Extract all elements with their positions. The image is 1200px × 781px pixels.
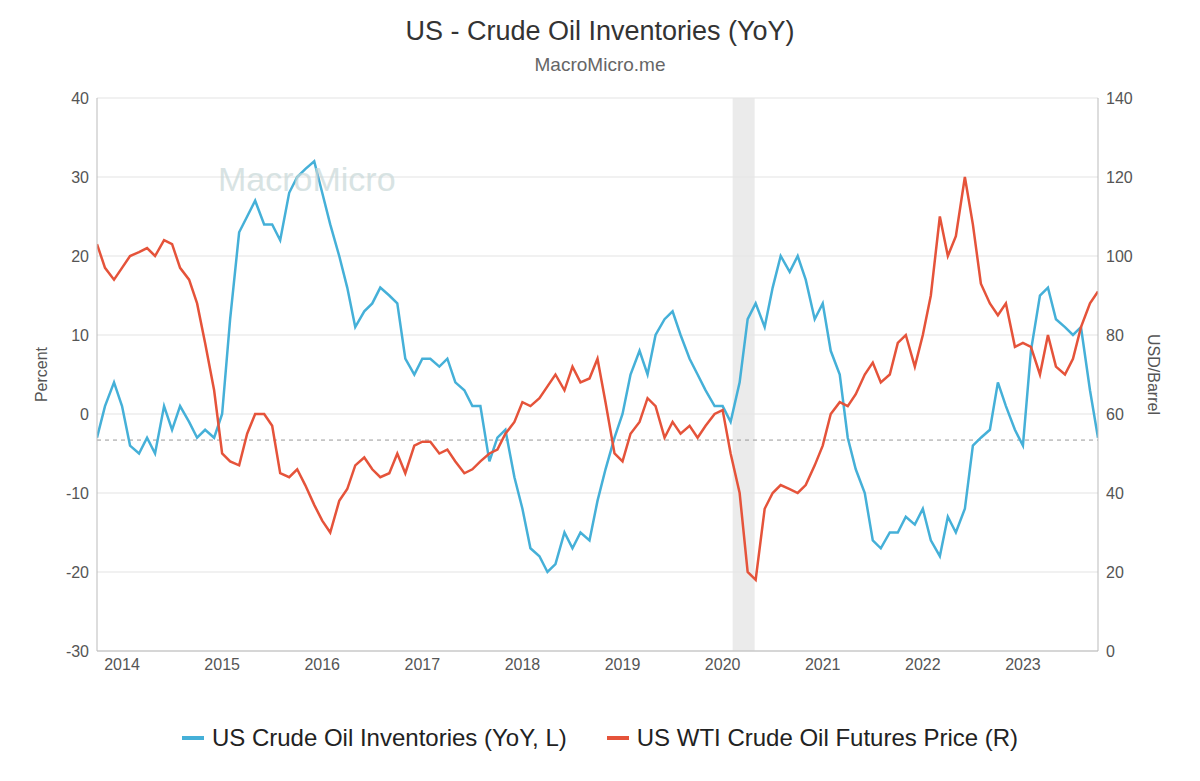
svg-text:2016: 2016 bbox=[304, 656, 340, 673]
svg-text:40: 40 bbox=[71, 90, 89, 107]
html-text:US - Crude Oil Inventories (Yo: US - Crude Oil Inventories (YoY) bbox=[405, 16, 795, 46]
svg-text:2015: 2015 bbox=[204, 656, 240, 673]
svg-text:-20: -20 bbox=[66, 564, 89, 581]
svg-text:2017: 2017 bbox=[405, 656, 441, 673]
svg-text:-30: -30 bbox=[66, 643, 89, 660]
svg-text:20: 20 bbox=[1106, 564, 1124, 581]
html-text:US Crude Oil Inventories (YoY,: US Crude Oil Inventories (YoY, L) bbox=[211, 724, 567, 751]
svg-text:2019: 2019 bbox=[605, 656, 641, 673]
svg-text:2014: 2014 bbox=[104, 656, 140, 673]
svg-text:60: 60 bbox=[1106, 406, 1124, 423]
svg-text:2021: 2021 bbox=[805, 656, 841, 673]
svg-text:10: 10 bbox=[71, 327, 89, 344]
svg-text:-10: -10 bbox=[66, 485, 89, 502]
svg-text:140: 140 bbox=[1106, 90, 1133, 107]
svg-text:2018: 2018 bbox=[505, 656, 541, 673]
svg-text:2020: 2020 bbox=[705, 656, 741, 673]
svg-text:2022: 2022 bbox=[905, 656, 941, 673]
html-text:MacroMicro.me: MacroMicro.me bbox=[534, 54, 666, 75]
svg-text:120: 120 bbox=[1106, 169, 1133, 186]
svg-text:20: 20 bbox=[71, 248, 89, 265]
svg-text:0: 0 bbox=[1106, 643, 1115, 660]
html-text:MacroMicro: MacroMicro bbox=[218, 160, 396, 198]
svg-text:80: 80 bbox=[1106, 327, 1124, 344]
svg-text:2023: 2023 bbox=[1005, 656, 1041, 673]
svg-text:Percent: Percent bbox=[33, 346, 50, 402]
svg-text:100: 100 bbox=[1106, 248, 1133, 265]
svg-text:40: 40 bbox=[1106, 485, 1124, 502]
html-text:US WTI Crude Oil Futures Price: US WTI Crude Oil Futures Price (R) bbox=[636, 724, 1019, 751]
svg-text:30: 30 bbox=[71, 169, 89, 186]
svg-text:0: 0 bbox=[80, 406, 89, 423]
svg-text:USD/Barrel: USD/Barrel bbox=[1145, 334, 1162, 415]
